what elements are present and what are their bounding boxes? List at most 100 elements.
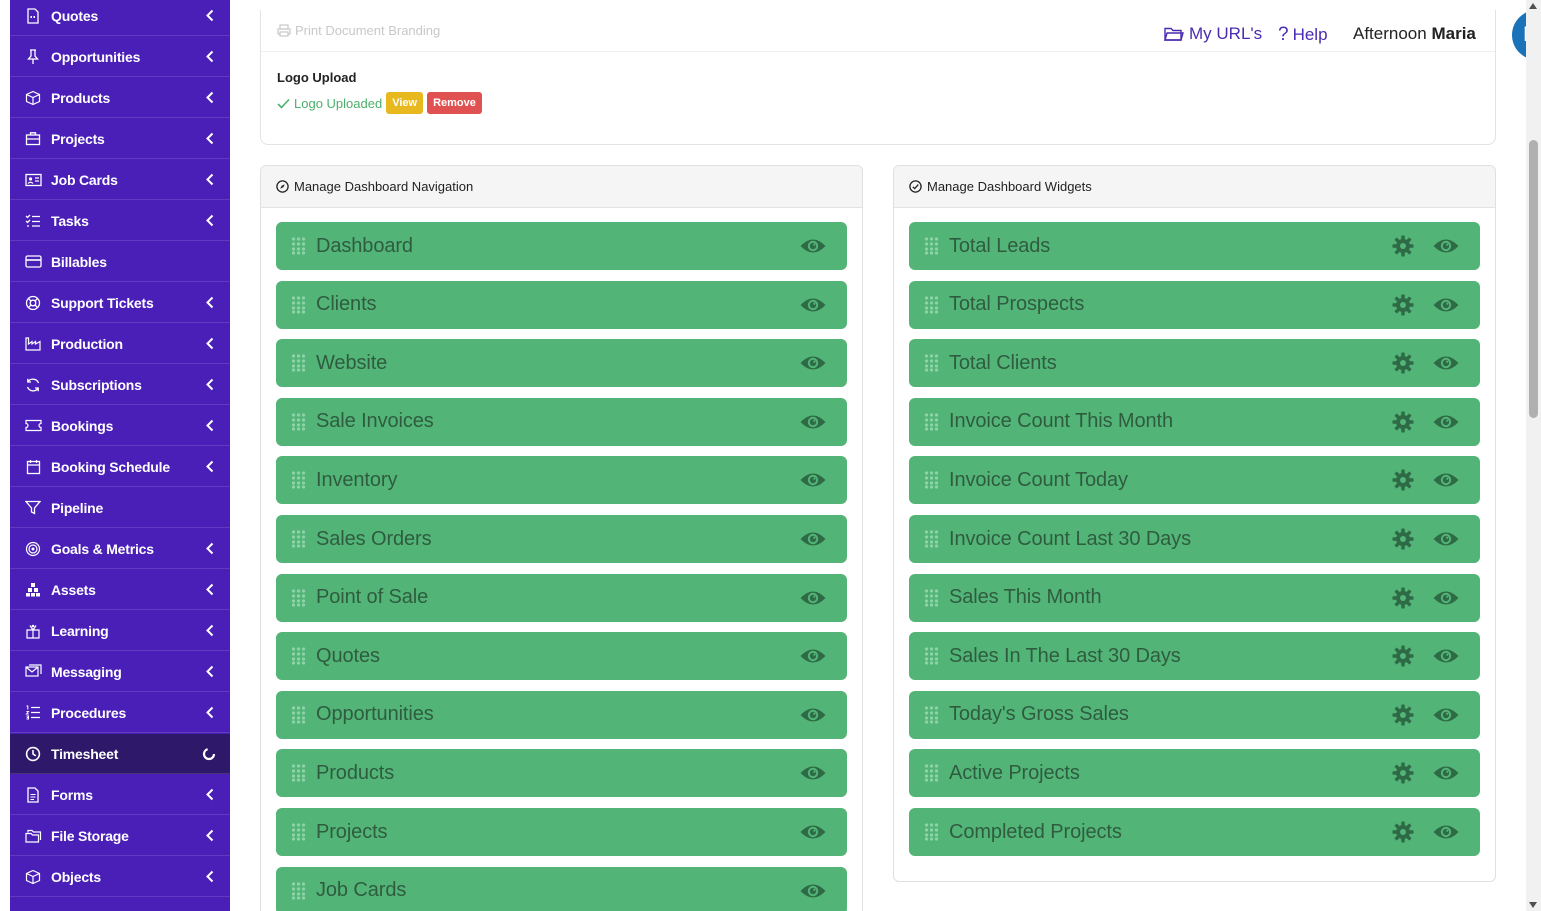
eye-icon[interactable]	[799, 529, 827, 549]
sidebar-item-learning[interactable]: Learning	[10, 611, 230, 651]
eye-icon[interactable]	[1432, 705, 1460, 725]
eye-icon[interactable]	[1432, 588, 1460, 608]
gear-icon[interactable]	[1392, 645, 1414, 667]
eye-icon[interactable]	[1432, 529, 1460, 549]
eye-icon[interactable]	[1432, 646, 1460, 666]
widget-row-total-prospects[interactable]: Total Prospects	[909, 280, 1480, 329]
gear-icon[interactable]	[1392, 469, 1414, 491]
scroll-thumb[interactable]	[1529, 140, 1538, 418]
eye-icon[interactable]	[799, 412, 827, 432]
eye-icon[interactable]	[1432, 763, 1460, 783]
eye-icon[interactable]	[799, 588, 827, 608]
nav-row-projects[interactable]: Projects	[276, 808, 847, 856]
eye-icon[interactable]	[1432, 470, 1460, 490]
sidebar-item-forms[interactable]: Forms	[10, 775, 230, 815]
sidebar-item-production[interactable]: Production	[10, 324, 230, 364]
eye-icon[interactable]	[799, 236, 827, 256]
nav-row-job-cards[interactable]: Job Cards	[276, 866, 847, 911]
sidebar-item-products[interactable]: Products	[10, 78, 230, 118]
gear-icon[interactable]	[1392, 587, 1414, 609]
widget-row-invoice-count-this-month[interactable]: Invoice Count This Month	[909, 397, 1480, 446]
gear-icon[interactable]	[1392, 411, 1414, 433]
eye-icon[interactable]	[799, 763, 827, 783]
remove-logo-button[interactable]: Remove	[427, 92, 482, 114]
eye-icon[interactable]	[799, 881, 827, 901]
help-link[interactable]: ? Help	[1278, 24, 1328, 46]
drag-handle-icon[interactable]	[290, 881, 306, 900]
drag-handle-icon[interactable]	[923, 354, 939, 372]
drag-handle-icon[interactable]	[290, 471, 306, 489]
drag-handle-icon[interactable]	[923, 471, 939, 489]
sidebar-item-booking-schedule[interactable]: Booking Schedule	[10, 447, 230, 487]
widget-row-total-leads[interactable]: Total Leads	[909, 222, 1480, 270]
sidebar-item-pipeline[interactable]: Pipeline	[10, 488, 230, 528]
my-urls-link[interactable]: My URL's	[1164, 24, 1262, 44]
widget-row-invoice-count-last-30-days[interactable]: Invoice Count Last 30 Days	[909, 515, 1480, 563]
widget-row-active-projects[interactable]: Active Projects	[909, 749, 1480, 798]
drag-handle-icon[interactable]	[290, 354, 306, 372]
drag-handle-icon[interactable]	[290, 295, 306, 314]
eye-icon[interactable]	[1432, 236, 1460, 256]
eye-icon[interactable]	[799, 353, 827, 373]
nav-row-website[interactable]: Website	[276, 339, 847, 388]
view-logo-button[interactable]: View	[386, 92, 424, 114]
sidebar-item-messaging[interactable]: Messaging	[10, 652, 230, 692]
eye-icon[interactable]	[799, 705, 827, 725]
gear-icon[interactable]	[1392, 762, 1414, 784]
scroll-down-arrow-icon[interactable]	[1529, 902, 1537, 908]
drag-handle-icon[interactable]	[923, 764, 939, 782]
gear-icon[interactable]	[1392, 704, 1414, 726]
drag-handle-icon[interactable]	[923, 706, 939, 724]
widget-row-today-s-gross-sales[interactable]: Today's Gross Sales	[909, 690, 1480, 739]
eye-icon[interactable]	[799, 822, 827, 842]
widget-row-completed-projects[interactable]: Completed Projects	[909, 808, 1480, 856]
sidebar-item-tasks[interactable]: Tasks	[10, 201, 230, 241]
gear-icon[interactable]	[1392, 294, 1414, 316]
nav-row-quotes[interactable]: Quotes	[276, 632, 847, 681]
nav-row-point-of-sale[interactable]: Point of Sale	[276, 573, 847, 622]
sidebar-item-bookings[interactable]: Bookings	[10, 406, 230, 446]
drag-handle-icon[interactable]	[290, 706, 306, 724]
drag-handle-icon[interactable]	[923, 530, 939, 548]
drag-handle-icon[interactable]	[290, 588, 306, 607]
drag-handle-icon[interactable]	[290, 823, 306, 841]
widget-row-sales-this-month[interactable]: Sales This Month	[909, 573, 1480, 622]
sidebar-item-timesheet[interactable]: Timesheet	[10, 734, 230, 774]
sidebar-item-billables[interactable]: Billables	[10, 242, 230, 282]
nav-row-dashboard[interactable]: Dashboard	[276, 222, 847, 270]
eye-icon[interactable]	[799, 646, 827, 666]
eye-icon[interactable]	[1432, 822, 1460, 842]
drag-handle-icon[interactable]	[290, 530, 306, 548]
drag-handle-icon[interactable]	[923, 237, 939, 255]
sidebar-item-assets[interactable]: Assets	[10, 570, 230, 610]
sidebar-item-procedures[interactable]: Procedures	[10, 693, 230, 733]
nav-row-products[interactable]: Products	[276, 749, 847, 798]
nav-row-clients[interactable]: Clients	[276, 280, 847, 329]
drag-handle-icon[interactable]	[290, 764, 306, 782]
scroll-up-arrow-icon[interactable]	[1529, 3, 1537, 9]
gear-icon[interactable]	[1392, 235, 1414, 257]
sidebar-item-support-tickets[interactable]: Support Tickets	[10, 283, 230, 323]
sidebar-item-projects[interactable]: Projects	[10, 119, 230, 159]
nav-row-sale-invoices[interactable]: Sale Invoices	[276, 397, 847, 446]
drag-handle-icon[interactable]	[923, 413, 939, 431]
drag-handle-icon[interactable]	[923, 295, 939, 314]
sidebar-item-job-cards[interactable]: Job Cards	[10, 160, 230, 200]
eye-icon[interactable]	[1432, 353, 1460, 373]
sidebar-item-quotes[interactable]: Quotes	[10, 0, 230, 36]
drag-handle-icon[interactable]	[290, 237, 306, 255]
drag-handle-icon[interactable]	[290, 413, 306, 431]
sidebar-item-file-storage[interactable]: File Storage	[10, 816, 230, 856]
eye-icon[interactable]	[799, 470, 827, 490]
sidebar-item-subscriptions[interactable]: Subscriptions	[10, 365, 230, 405]
eye-icon[interactable]	[799, 295, 827, 315]
drag-handle-icon[interactable]	[923, 588, 939, 607]
sidebar-item-goals-and-metrics[interactable]: Goals & Metrics	[10, 529, 230, 569]
nav-row-sales-orders[interactable]: Sales Orders	[276, 515, 847, 563]
nav-row-inventory[interactable]: Inventory	[276, 456, 847, 505]
nav-row-opportunities[interactable]: Opportunities	[276, 690, 847, 739]
gear-icon[interactable]	[1392, 352, 1414, 374]
drag-handle-icon[interactable]	[923, 823, 939, 841]
drag-handle-icon[interactable]	[290, 647, 306, 665]
widget-row-invoice-count-today[interactable]: Invoice Count Today	[909, 456, 1480, 505]
